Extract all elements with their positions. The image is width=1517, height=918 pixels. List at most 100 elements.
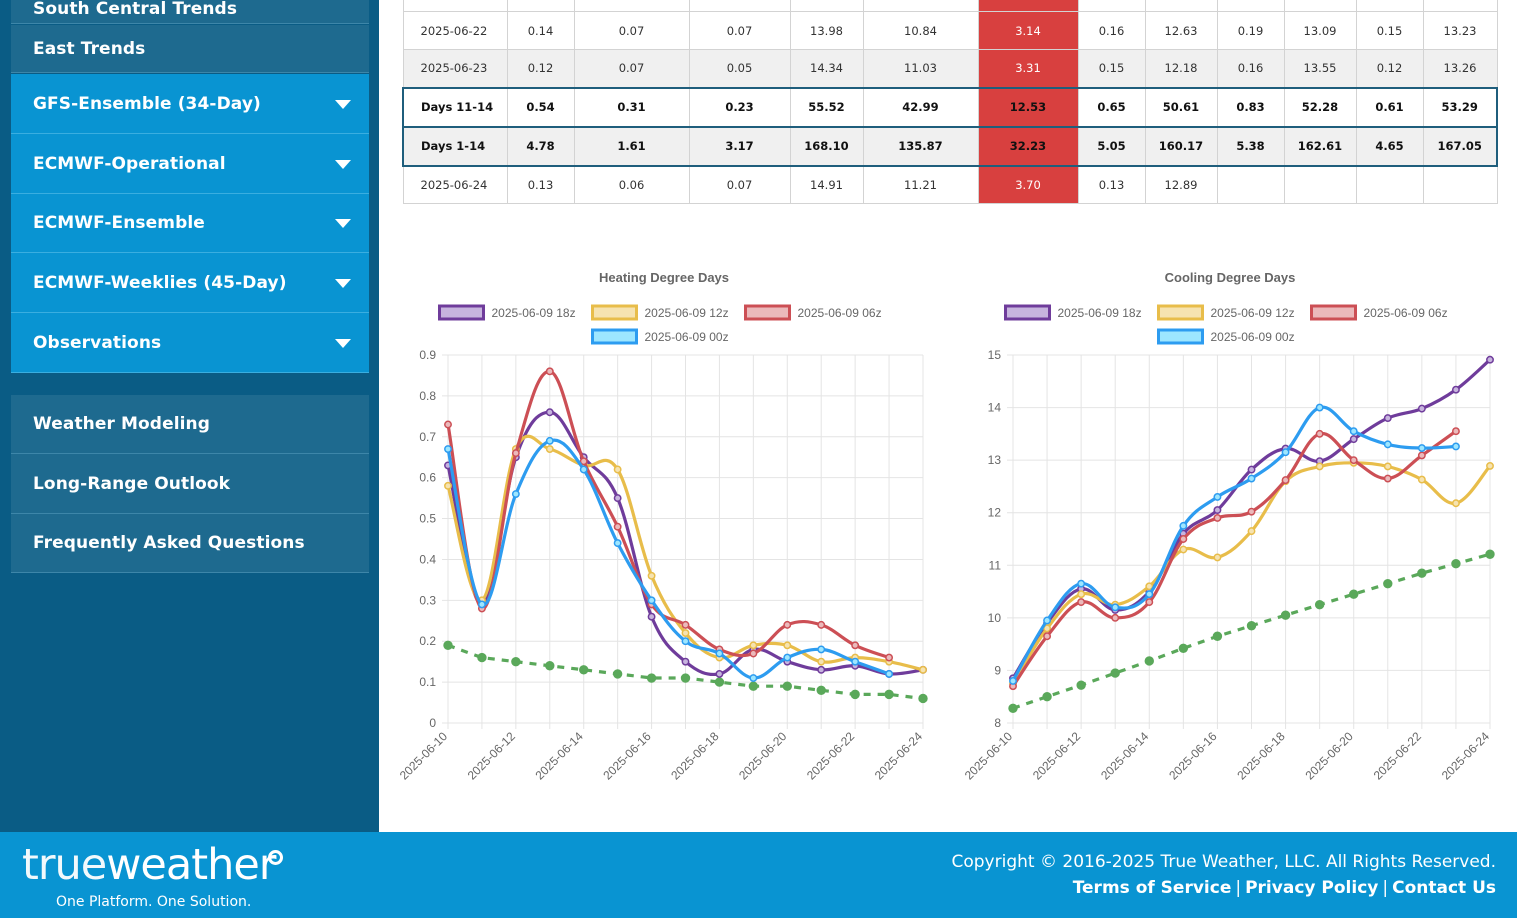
sidebar-item-label: East Trends bbox=[33, 38, 146, 59]
legend-swatch bbox=[591, 328, 638, 345]
contact-us-link[interactable]: Contact Us bbox=[1392, 878, 1496, 898]
terms-of-service-link[interactable]: Terms of Service bbox=[1072, 878, 1232, 898]
data-point bbox=[783, 653, 792, 662]
data-point bbox=[545, 408, 554, 417]
data-point bbox=[1451, 385, 1460, 394]
x-tick-label: 2025-06-10 bbox=[397, 729, 451, 783]
table-cell: 0.16 bbox=[1077, 11, 1146, 50]
data-point bbox=[1077, 590, 1086, 599]
table-cell bbox=[977, 0, 1079, 12]
data-point bbox=[613, 522, 622, 531]
data-point bbox=[1179, 521, 1188, 530]
data-point bbox=[1042, 692, 1052, 702]
chart-svg: Cooling Degree Days 2025-06-09 18z 2025-06… bbox=[962, 270, 1495, 783]
sidebar-item-long-range-outlook[interactable]: Long-Range Outlook bbox=[11, 454, 369, 514]
chevron-down-icon[interactable] bbox=[335, 219, 351, 228]
data-point bbox=[1145, 598, 1154, 607]
data-point bbox=[1349, 589, 1359, 599]
table-cell: 0.65 bbox=[1077, 86, 1146, 128]
y-tick-label: 0.6 bbox=[419, 471, 436, 485]
sidebar-item-ecmwf-ensemble[interactable]: ECMWF-Ensemble bbox=[11, 194, 369, 253]
data-point bbox=[1281, 476, 1290, 485]
sidebar-item-weather-modeling[interactable]: Weather Modeling bbox=[11, 395, 369, 454]
table-cell bbox=[1422, 165, 1498, 204]
table-cell: 13.23 bbox=[1422, 11, 1498, 50]
logo-true: true bbox=[22, 840, 107, 890]
data-point bbox=[444, 481, 452, 490]
data-point bbox=[511, 656, 521, 667]
data-point bbox=[612, 669, 623, 679]
logo-weather: weather bbox=[106, 840, 276, 890]
data-point bbox=[579, 465, 588, 474]
series-line bbox=[446, 434, 924, 672]
hdd-chart: Heating Degree Days 2025-06-09 18z 2025-06… bbox=[390, 258, 938, 798]
sidebar-item-east-trends[interactable]: East Trends bbox=[11, 25, 369, 73]
chevron-down-icon[interactable] bbox=[335, 278, 351, 288]
sidebar-item-label: Long-Range Outlook bbox=[33, 473, 231, 494]
data-point bbox=[1417, 568, 1427, 578]
row-label-cell: 2025-06-24 bbox=[402, 165, 508, 204]
row-label-cell bbox=[402, 0, 508, 12]
data-point bbox=[1247, 465, 1256, 474]
sidebar-item-label: Weather Modeling bbox=[33, 414, 211, 434]
data-point bbox=[748, 681, 759, 691]
data-point bbox=[1383, 578, 1393, 589]
sidebar-item-ecmwf-weeklies-45-day[interactable]: ECMWF-Weeklies (45-Day) bbox=[11, 253, 369, 313]
legend-swatch bbox=[1310, 304, 1357, 321]
data-point bbox=[1383, 462, 1392, 471]
data-point bbox=[1451, 427, 1460, 436]
y-tick-label: 11 bbox=[989, 558, 1002, 572]
data-point bbox=[1247, 507, 1256, 516]
y-tick-label: 0.2 bbox=[419, 634, 436, 648]
table-cell: 14.34 bbox=[789, 49, 864, 88]
table-cell: 53.29 bbox=[1422, 86, 1498, 128]
data-point bbox=[816, 685, 826, 695]
data-point bbox=[1213, 553, 1222, 562]
sidebar-item-observations[interactable]: Observations bbox=[11, 313, 369, 373]
y-tick-label: 0.3 bbox=[419, 593, 436, 607]
y-tick-label: 8 bbox=[994, 716, 1001, 730]
table-cell bbox=[1077, 0, 1146, 12]
degree-days-table-wrap: 2025-06-22 0.14 0.07 0.07 13.98 10.84 3.14 0.16… bbox=[402, 0, 1498, 204]
brand-logo[interactable]: trueweather One Platform. One Solution. bbox=[22, 840, 292, 912]
x-tick-label: 2025-06-24 bbox=[872, 729, 926, 783]
data-point bbox=[715, 649, 724, 658]
data-point bbox=[680, 673, 691, 683]
privacy-policy-link[interactable]: Privacy Policy bbox=[1245, 878, 1379, 898]
data-point bbox=[714, 677, 725, 687]
data-point bbox=[681, 629, 690, 637]
sidebar-item-ecmwf-operational[interactable]: ECMWF-Operational bbox=[11, 134, 369, 194]
x-tick-label: 2025-06-16 bbox=[1166, 729, 1220, 783]
x-tick-label: 2025-06-12 bbox=[1030, 729, 1084, 783]
data-point bbox=[1383, 440, 1392, 449]
x-tick-label: 2025-06-14 bbox=[1098, 729, 1152, 783]
data-point bbox=[511, 490, 520, 498]
chevron-down-icon[interactable] bbox=[335, 159, 351, 169]
table-cell: 0.61 bbox=[1355, 86, 1424, 128]
x-tick-label: 2025-06-24 bbox=[1439, 729, 1493, 783]
sidebar-item-frequently-asked-questions[interactable]: Frequently Asked Questions bbox=[11, 514, 369, 573]
chevron-down-icon[interactable] bbox=[335, 99, 351, 109]
table-cell: 0.06 bbox=[573, 165, 690, 204]
y-tick-label: 12 bbox=[988, 506, 1002, 520]
data-point bbox=[782, 681, 792, 691]
table-cell bbox=[1216, 165, 1285, 204]
table-cell: 0.12 bbox=[1355, 49, 1424, 88]
sidebar-item-south-central-trends[interactable]: South Central Trends bbox=[11, 0, 369, 24]
row-label-cell: 2025-06-22 bbox=[402, 11, 508, 50]
data-point bbox=[647, 612, 656, 621]
table-cell: 13.09 bbox=[1283, 11, 1357, 50]
y-tick-label: 0.5 bbox=[419, 512, 436, 526]
data-point bbox=[1349, 456, 1358, 465]
data-point bbox=[545, 445, 554, 453]
y-tick-label: 0.7 bbox=[419, 430, 436, 444]
data-point bbox=[1043, 632, 1052, 641]
sidebar-item-gfs-ensemble-34-day[interactable]: GFS-Ensemble (34-Day) bbox=[11, 74, 369, 134]
data-point bbox=[885, 653, 894, 662]
y-tick-label: 10 bbox=[988, 611, 1002, 625]
x-tick-label: 2025-06-12 bbox=[465, 729, 519, 783]
chevron-down-icon[interactable] bbox=[335, 338, 351, 348]
table-row: 2025-06-22 0.14 0.07 0.07 13.98 10.84 3.14 0.16… bbox=[402, 11, 1498, 50]
data-point bbox=[1111, 603, 1120, 612]
